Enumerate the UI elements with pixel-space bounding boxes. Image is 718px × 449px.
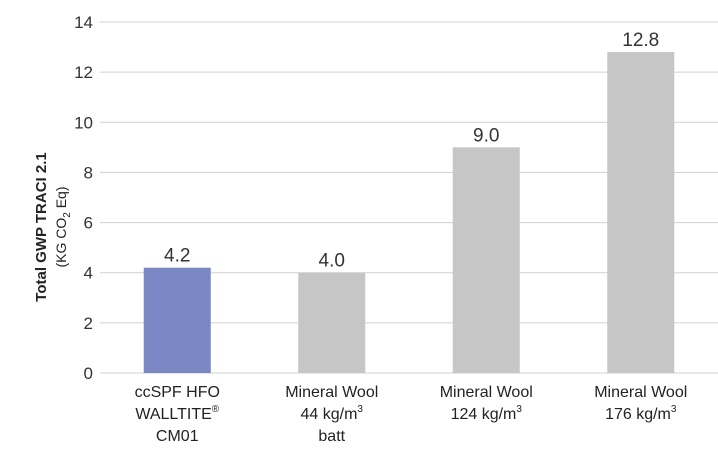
category-label-superscript: 3 [671, 404, 677, 415]
y-tick-labels: 0 2 4 6 8 10 12 14 [74, 13, 93, 383]
bar [452, 147, 520, 373]
bar [298, 272, 366, 373]
category-label-line: WALLTITE [135, 406, 211, 423]
data-label: 4.0 [319, 251, 345, 272]
x-category-labels: ccSPF HFO WALLTITE® CM01 Mineral Wool 44 kg/… [135, 384, 688, 445]
category-label-line: batt [318, 428, 345, 445]
category-label-line: Mineral Wool [594, 384, 687, 401]
y-axis-title: Total GWP TRACI 2.1 [33, 152, 50, 301]
y-tick-label: 10 [74, 113, 93, 132]
category-label-line: 124 kg/m [451, 406, 517, 423]
y-tick-label: 14 [74, 13, 93, 32]
y-axis-unit: (KG CO2 Eq) [53, 186, 73, 267]
category-label-line: 44 kg/m [301, 406, 358, 423]
category-label-line: 176 kg/m [605, 406, 671, 423]
y-axis-unit-group: (KG CO2 Eq) [53, 186, 73, 267]
y-tick-label: 4 [84, 264, 93, 283]
data-labels: 4.2 4.0 9.0 12.8 [164, 30, 659, 272]
bar [607, 52, 675, 373]
category-label-line: Mineral Wool [440, 384, 533, 401]
category-label-line: Mineral Wool [285, 384, 378, 401]
category-label: ccSPF HFO WALLTITE® CM01 [135, 384, 220, 445]
bar [143, 267, 211, 373]
data-label: 4.2 [164, 246, 190, 267]
bars [143, 52, 675, 373]
y-axis-unit-after: Eq) [53, 186, 69, 212]
category-label: Mineral Wool 124 kg/m3 [440, 384, 533, 423]
data-label: 9.0 [473, 125, 499, 146]
category-label: Mineral Wool 176 kg/m3 [594, 384, 687, 423]
y-axis-title-group: Total GWP TRACI 2.1 [33, 152, 50, 301]
category-label-superscript: ® [212, 404, 220, 415]
y-tick-label: 0 [84, 364, 93, 383]
y-tick-label: 12 [74, 63, 93, 82]
category-label-line: CM01 [156, 428, 199, 445]
category-label-superscript: 3 [516, 404, 522, 415]
y-tick-label: 6 [84, 214, 93, 233]
category-label-line: ccSPF HFO [135, 384, 220, 401]
y-tick-label: 8 [84, 163, 93, 182]
y-axis-unit-before: (KG CO [53, 218, 69, 268]
y-tick-label: 2 [84, 314, 93, 333]
data-label: 12.8 [622, 30, 659, 51]
category-label-superscript: 3 [357, 404, 363, 415]
y-axis-unit-subscript: 2 [62, 212, 73, 218]
category-label: Mineral Wool 44 kg/m3 batt [285, 384, 378, 445]
